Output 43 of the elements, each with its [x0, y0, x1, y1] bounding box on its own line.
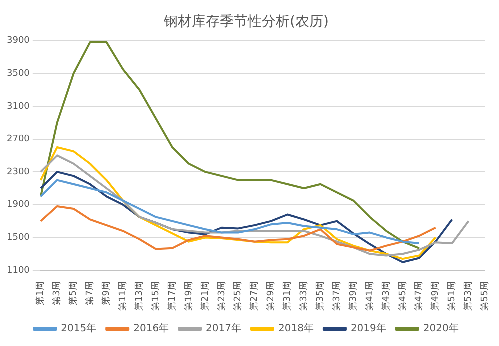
x-tick-label: 第29周 [266, 282, 277, 311]
legend-label: 2016年 [134, 322, 170, 335]
legend-label: 2018年 [278, 322, 314, 335]
x-tick-label: 第47周 [414, 282, 425, 311]
x-tick-label: 第31周 [282, 282, 294, 311]
x-tick-label: 第17周 [166, 282, 178, 311]
x-tick-label: 第27周 [249, 282, 260, 311]
x-tick-label: 第37周 [331, 282, 342, 311]
x-tick-label: 第55周 [480, 282, 491, 311]
y-tick-label: 2300 [7, 167, 30, 178]
x-tick-label: 第13周 [134, 282, 145, 311]
y-tick-label: 1500 [7, 233, 30, 244]
legend-label: 2020年 [423, 322, 459, 335]
y-tick-label: 2700 [7, 134, 30, 145]
x-tick-label: 第25周 [232, 282, 244, 311]
x-tick-label: 第35周 [314, 282, 326, 311]
x-tick-label: 第3周 [52, 282, 63, 306]
x-tick-label: 第45周 [397, 282, 408, 311]
y-tick-label: 1900 [7, 200, 30, 210]
y-tick-label: 3100 [7, 102, 30, 112]
x-tick-label: 第15周 [150, 282, 162, 311]
x-tick-label: 第53周 [463, 282, 474, 311]
x-tick-label: 第33周 [298, 282, 310, 311]
x-tick-label: 第9周 [101, 282, 112, 306]
x-tick-label: 第43周 [380, 282, 392, 311]
x-tick-label: 第5周 [68, 282, 80, 306]
y-tick-label: 3500 [7, 68, 30, 79]
legend-label: 2015年 [61, 322, 97, 335]
legend-label: 2017年 [206, 322, 242, 335]
x-tick-label: 第19周 [183, 282, 194, 311]
y-tick-label: 3900 [7, 36, 30, 46]
x-tick-label: 第7周 [84, 282, 96, 306]
legend-label: 2019年 [350, 322, 386, 335]
x-tick-label: 第11周 [118, 282, 129, 311]
x-tick-label: 第41周 [364, 282, 376, 311]
x-tick-label: 第49周 [430, 282, 442, 311]
x-tick-label: 第51周 [446, 282, 458, 311]
y-tick-label: 1100 [7, 266, 30, 276]
x-tick-label: 第23周 [216, 282, 228, 311]
x-tick-label: 第21周 [200, 282, 211, 311]
x-tick-label: 第1周 [35, 282, 46, 306]
x-tick-label: 第39周 [348, 282, 359, 311]
chart-title: 钢材库存季节性分析(农历) [163, 14, 329, 30]
